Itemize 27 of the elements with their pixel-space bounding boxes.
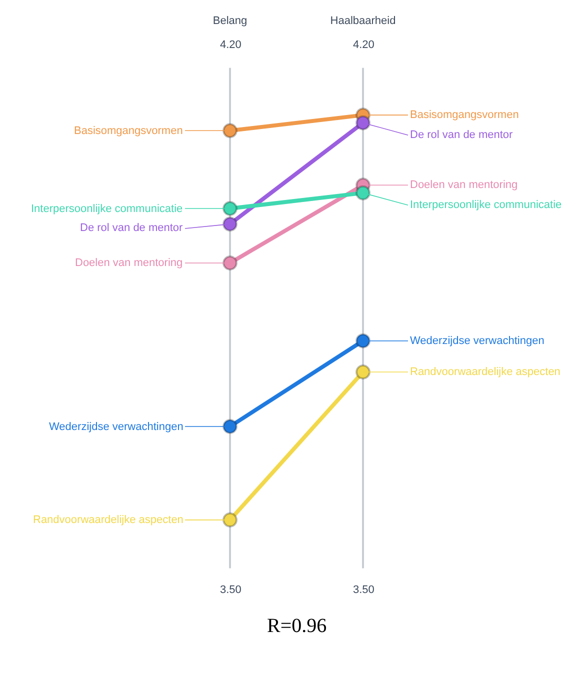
point [222,201,238,216]
point [222,419,238,434]
text: Doelen van mentoring [75,257,183,269]
legend-label: Wederzijdse verwachtingen [410,335,544,347]
text: R=0.96 [267,615,327,637]
legend-label: Interpersoonlijke communicatie [410,199,562,211]
point [222,123,238,138]
text: Basisomgangsvormen [74,125,183,137]
text: 4.20 [353,39,374,51]
legend-label: De rol van de mentor [410,129,514,141]
text: Wederzijdse verwachtingen [49,421,184,433]
point [222,216,238,232]
text: Randvoorwaardelijke aspecten [33,514,184,526]
point [356,115,370,130]
text: Interpersoonlijke communicatie [31,203,183,215]
point [356,364,370,380]
x-tick-label: Belang [212,14,248,27]
point [222,512,238,528]
legend-label: Basisomgangsvormen [410,109,519,121]
point [222,256,238,270]
text: 3.50 [353,584,374,596]
point [356,185,370,200]
x-tick-label: Haalbaarheid [330,14,396,27]
legend-label: Randvoorwaardelijke aspecten [410,366,560,378]
point [356,333,370,348]
text: De rol van de mentor [80,222,183,234]
legend-label: Doelen van mentoring [410,179,518,191]
